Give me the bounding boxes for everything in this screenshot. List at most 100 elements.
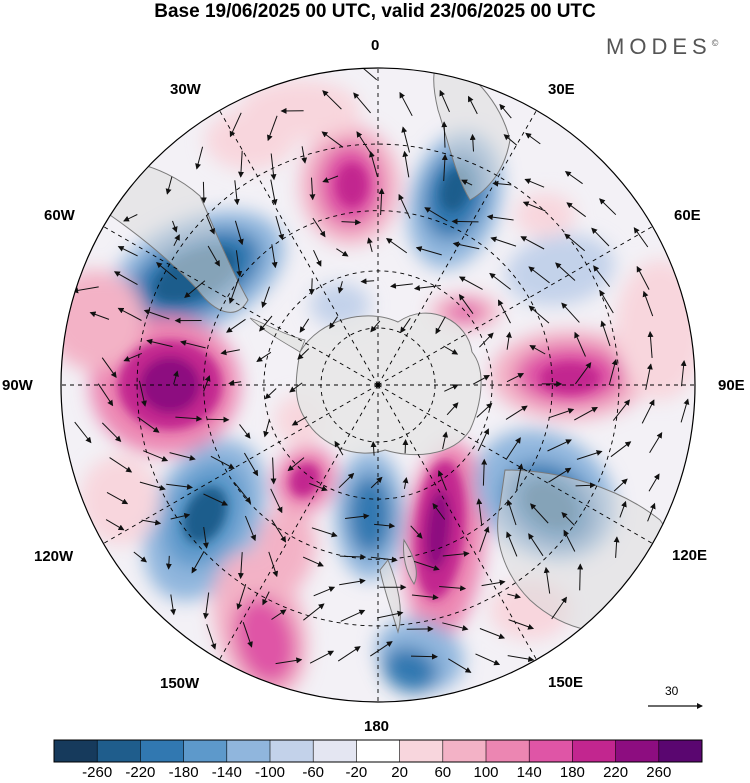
wind-vector-arrow [410, 525, 423, 539]
graticule [61, 68, 695, 702]
wind-vector-arrow [507, 593, 521, 599]
anomaly-blob [515, 193, 575, 237]
wind-vector-arrow [529, 345, 546, 355]
anomaly-blob [382, 647, 438, 693]
map-title: Base 19/06/2025 00 UTC, valid 23/06/2025… [154, 1, 596, 22]
wind-vector-arrow [548, 408, 575, 419]
wind-vector-arrow [593, 265, 610, 288]
colorbar-swatch [313, 740, 357, 762]
wind-vector-arrow [506, 499, 517, 526]
wind-vector-arrow [613, 536, 620, 558]
wind-vector-arrow [256, 351, 272, 362]
wind-vector-arrow [508, 619, 535, 630]
wind-vector-arrow [270, 457, 277, 485]
wind-vector-arrow [336, 248, 349, 257]
wind-vector-arrow [270, 488, 283, 514]
wind-vector-arrow [220, 349, 240, 356]
colorbar-tick-label: 100 [473, 764, 499, 781]
wind-vector-arrow [184, 280, 206, 299]
wind-vector-arrow [337, 646, 361, 662]
anomaly-blob [182, 486, 228, 544]
wind-vector-arrow [612, 399, 631, 421]
wind-vector-arrow [475, 653, 501, 666]
wind-vector-arrow [237, 552, 244, 580]
wind-vector-arrow [370, 641, 393, 657]
wind-vector-arrow [543, 566, 551, 594]
colorbar-swatch [529, 740, 573, 762]
wind-vector-arrow [564, 233, 586, 252]
wind-vector-arrow [322, 175, 339, 183]
anomaly-blob [505, 234, 615, 306]
wind-vector-arrow [338, 472, 355, 489]
wind-vector-arrow [448, 658, 472, 673]
wind-vector-arrow [137, 416, 160, 433]
colorbar-tick-label: 260 [646, 764, 672, 781]
wind-vector-arrow [413, 560, 440, 571]
brand-logo: MODES© [606, 34, 719, 59]
wind-vector-arrow [599, 289, 614, 314]
wind-vector-arrow [302, 556, 324, 567]
latitude-circle [203, 210, 553, 560]
wind-vector-arrow [489, 272, 511, 290]
wind-vector-arrow [109, 457, 133, 473]
lon-label-90w: 90W [2, 377, 33, 394]
wind-vector-arrow [339, 553, 367, 560]
wind-vector-arrow [173, 234, 180, 247]
wind-vector-arrow [481, 579, 506, 587]
anomaly-blob [447, 303, 483, 321]
lon-label-0: 0 [371, 37, 380, 54]
wind-vector-arrow [308, 278, 315, 296]
wind-vector-arrow [486, 214, 514, 221]
wind-vector-arrow [236, 583, 247, 610]
wind-vector-arrow [561, 511, 575, 526]
wind-vector-arrow [200, 181, 207, 204]
wind-vector-arrow [574, 362, 592, 385]
wind-vector-arrow [356, 131, 372, 155]
wind-vector-arrow [506, 373, 525, 383]
wind-vector-arrow [647, 331, 654, 358]
wind-vector-arrow [170, 512, 191, 520]
colorbar-tick-label: 220 [603, 764, 629, 781]
wind-vector-arrow [170, 594, 177, 616]
anomaly-blob [615, 260, 695, 400]
wind-vector-arrow [262, 591, 270, 606]
wind-vector-arrow [479, 628, 506, 639]
wind-vector-arrow [309, 482, 328, 492]
wind-vector-arrow [600, 320, 611, 347]
lon-label-30w: 30W [170, 81, 201, 98]
wind-vector-arrow [530, 503, 549, 524]
wind-vector-arrow [156, 262, 178, 280]
wind-vector-arrow [575, 482, 596, 489]
wind-vector-arrow [74, 421, 92, 444]
wind-vector-arrow [299, 318, 310, 333]
wind-vector-arrow [141, 519, 162, 526]
colorbar-swatch [183, 740, 228, 762]
wind-vector-arrow [492, 180, 512, 187]
wind-vector-arrow [309, 650, 335, 664]
wind-vector-arrow [313, 249, 322, 267]
wind-vector-arrow [370, 441, 377, 456]
wind-vector-arrow [322, 90, 342, 110]
wind-vector-arrow [472, 375, 490, 385]
wind-vector-arrow [202, 592, 210, 620]
wind-vector-arrow [270, 153, 277, 181]
wind-vector-arrow [525, 132, 541, 145]
south-pole-marker [375, 382, 381, 388]
wind-vector-arrow [309, 177, 316, 201]
wind-vector-arrow [566, 202, 586, 218]
wind-vector-arrow [645, 363, 653, 390]
wind-vector-arrow [195, 146, 204, 170]
colorbar-tick-label: 20 [391, 764, 408, 781]
wind-vector-arrow [339, 578, 366, 586]
colorbar-tick-label: -100 [254, 764, 286, 781]
wind-vector-arrow [341, 219, 362, 226]
wind-vector-arrow [439, 89, 450, 113]
wind-vector-arrow [547, 439, 572, 452]
wind-vector-arrow [242, 622, 253, 648]
meridian-line [377, 226, 653, 386]
wind-vector-arrow [233, 481, 252, 504]
wind-vector-arrow [469, 133, 476, 152]
meridian-line [377, 384, 653, 544]
wind-vector-arrow [555, 262, 576, 281]
lon-label-90e: 90E [718, 377, 745, 394]
